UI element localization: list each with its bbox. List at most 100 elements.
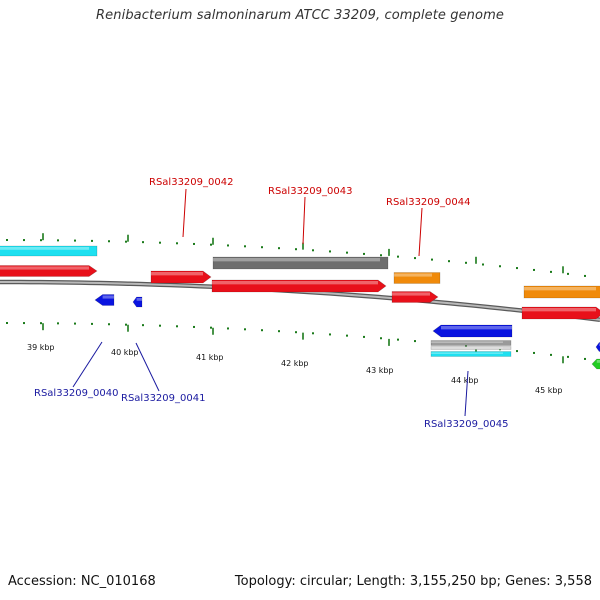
minor-tick (74, 322, 76, 325)
feature-blue-right[interactable] (595, 342, 600, 352)
minor-tick (108, 323, 110, 326)
gene-label-rsal33209-0044[interactable]: RSal33209_0044 (386, 197, 470, 208)
minor-tick (23, 322, 25, 325)
scale-label-44kbp: 44 kbp (451, 376, 479, 385)
minor-tick (295, 248, 297, 251)
feature-orange-right[interactable] (523, 285, 600, 299)
scale-ticks-top (6, 233, 586, 277)
minor-tick (193, 242, 195, 245)
minor-tick (193, 325, 195, 328)
minor-tick (516, 350, 518, 353)
minor-tick (176, 325, 178, 328)
gene-label-leaders (72, 188, 469, 417)
minor-tick (567, 272, 569, 275)
feature-red-right[interactable] (521, 306, 600, 320)
feature-rsal33209-0045[interactable] (432, 324, 513, 338)
minor-tick (6, 322, 8, 325)
minor-tick (210, 326, 212, 329)
minor-tick (346, 251, 348, 254)
minor-tick (74, 239, 76, 242)
gene-labels: RSal33209_0042 RSal33209_0043 RSal33209_… (34, 177, 508, 430)
feature-rsal33209-0041[interactable] (132, 296, 143, 308)
minor-tick (533, 351, 535, 354)
minor-tick (499, 265, 501, 268)
minor-tick (482, 263, 484, 266)
scale-label-39kbp: 39 kbp (27, 343, 55, 352)
scale-label-41kbp: 41 kbp (196, 353, 224, 362)
minor-tick (363, 252, 365, 255)
genome-summary-text: Topology: circular; Length: 3,155,250 bp… (234, 574, 592, 589)
minor-tick (108, 240, 110, 243)
minor-tick (414, 340, 416, 343)
leader-rsal33209-0043 (302, 196, 306, 245)
minor-tick (329, 333, 331, 336)
minor-tick (397, 255, 399, 258)
minor-tick (363, 335, 365, 338)
minor-tick (227, 244, 229, 247)
feature-cyan-left[interactable] (0, 245, 98, 257)
minor-tick (550, 270, 552, 273)
minor-tick (23, 239, 25, 242)
minor-tick (380, 337, 382, 340)
gene-label-rsal33209-0041[interactable]: RSal33209_0041 (121, 393, 205, 404)
feature-rsal33209-0044[interactable] (391, 291, 439, 303)
leader-rsal33209-0041 (135, 342, 160, 392)
accession-text: Accession: NC_010168 (8, 574, 156, 589)
minor-tick (278, 330, 280, 333)
minor-tick (312, 332, 314, 335)
scale-label-45kbp: 45 kbp (535, 386, 563, 395)
minor-tick (57, 239, 59, 242)
minor-tick (278, 247, 280, 250)
leader-rsal33209-0040 (72, 341, 103, 388)
feature-cyan-0045[interactable] (430, 351, 512, 357)
minor-tick (516, 267, 518, 270)
minor-tick (312, 249, 314, 252)
minor-tick (261, 329, 263, 332)
feature-green-right[interactable] (591, 358, 600, 370)
minor-tick (533, 268, 535, 271)
minor-tick (244, 328, 246, 331)
minor-tick (227, 327, 229, 330)
leader-rsal33209-0045 (464, 370, 469, 417)
feature-rsal33209-0043[interactable] (211, 279, 387, 293)
gene-label-rsal33209-0042[interactable]: RSal33209_0042 (149, 177, 233, 188)
minor-tick (550, 353, 552, 356)
minor-tick (210, 243, 212, 246)
gene-features (0, 245, 600, 370)
minor-tick (261, 246, 263, 249)
minor-tick (567, 355, 569, 358)
gene-label-rsal33209-0040[interactable]: RSal33209_0040 (34, 388, 118, 399)
feature-grey-0045[interactable] (430, 340, 512, 346)
feature-rsal33209-0042[interactable] (150, 270, 212, 284)
minor-tick (142, 241, 144, 244)
map-title: Renibacterium salmoninarum ATCC 33209, c… (96, 8, 504, 23)
minor-tick (40, 322, 42, 325)
gene-label-rsal33209-0043[interactable]: RSal33209_0043 (268, 186, 352, 197)
minor-tick (380, 254, 382, 257)
minor-tick (584, 357, 586, 360)
feature-grey-0043[interactable] (212, 256, 389, 270)
minor-tick (57, 322, 59, 325)
minor-tick (125, 323, 127, 326)
minor-tick (584, 274, 586, 277)
leader-rsal33209-0042 (182, 188, 187, 238)
minor-tick (91, 322, 93, 325)
feature-orange-0044[interactable] (393, 272, 441, 284)
gene-label-rsal33209-0045[interactable]: RSal33209_0045 (424, 419, 508, 430)
feature-red-left[interactable] (0, 265, 98, 277)
minor-tick (414, 257, 416, 260)
minor-tick (244, 245, 246, 248)
minor-tick (431, 258, 433, 261)
minor-tick (329, 250, 331, 253)
minor-tick (91, 239, 93, 242)
minor-tick (465, 344, 467, 347)
minor-tick (40, 239, 42, 242)
minor-tick (125, 240, 127, 243)
feature-rsal33209-0040[interactable] (94, 294, 115, 306)
minor-tick (142, 324, 144, 327)
feature-light-0045[interactable] (430, 346, 512, 350)
minor-tick (448, 260, 450, 263)
scale-labels: 39 kbp 40 kbp 41 kbp 42 kbp 43 kbp 44 kb… (27, 343, 563, 395)
minor-tick (465, 261, 467, 264)
